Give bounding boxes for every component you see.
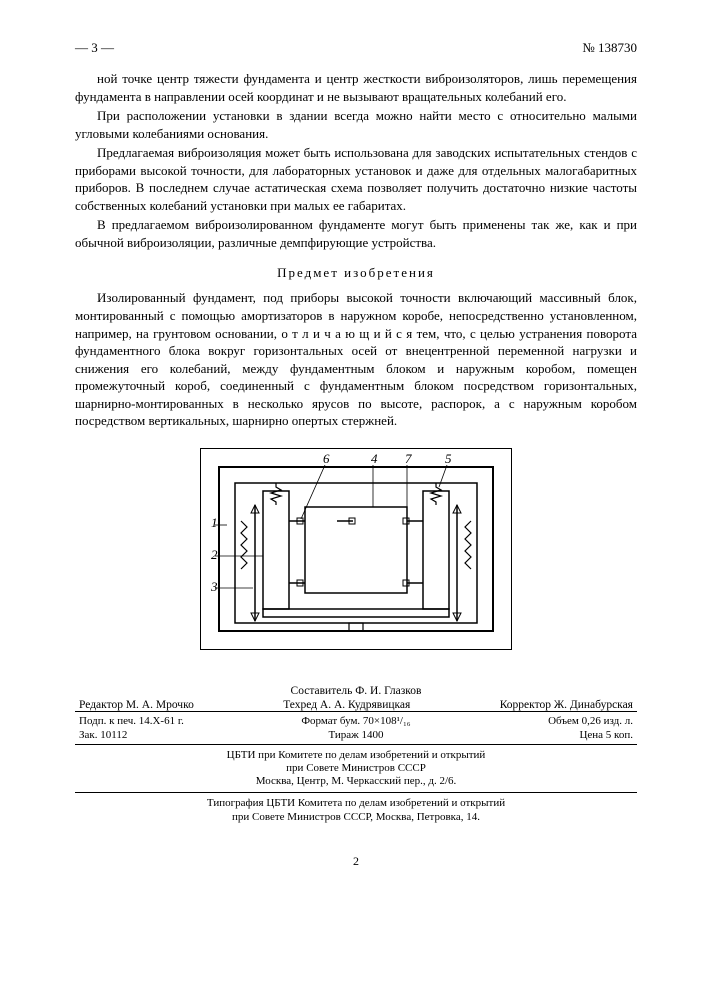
print-date: Подп. к печ. 14.X-61 г. (75, 714, 262, 728)
compiler: Составитель Ф. И. Глазков (75, 685, 637, 697)
editor: Редактор М. А. Мрочко (79, 699, 194, 711)
print-order: Зак. 10112 (75, 728, 262, 742)
svg-text:5: 5 (445, 451, 452, 466)
print-info-table: Подп. к печ. 14.X-61 г. Формат бум. 70×1… (75, 711, 637, 745)
claim-paragraph: Изолированный фундамент, под приборы выс… (75, 289, 637, 429)
print-row-2: Зак. 10112 Тираж 1400 Цена 5 коп. (75, 728, 637, 742)
credits-row: Редактор М. А. Мрочко Техред А. А. Кудря… (75, 699, 637, 711)
figure-container: 1 2 3 4 5 6 7 (75, 448, 637, 655)
footer-line-5: при Совете Министров СССР, Москва, Петро… (75, 811, 637, 824)
diagram-figure: 1 2 3 4 5 6 7 (200, 448, 512, 650)
print-tirage: Тираж 1400 (262, 728, 449, 742)
body-paragraph-1: ной точке центр тяжести фундамента и цен… (75, 70, 637, 105)
document-number: № 138730 (582, 40, 637, 56)
credits-block: Составитель Ф. И. Глазков Редактор М. А.… (75, 685, 637, 711)
svg-text:3: 3 (210, 579, 218, 594)
svg-text:6: 6 (323, 451, 330, 466)
svg-text:1: 1 (211, 515, 218, 530)
svg-text:7: 7 (405, 451, 412, 466)
svg-text:4: 4 (371, 451, 378, 466)
body-paragraph-4: В предлагаемом виброизолированном фундам… (75, 216, 637, 251)
page-header: — 3 — № 138730 (75, 40, 637, 56)
bottom-page-number: 2 (75, 854, 637, 869)
footer-line-4: Типография ЦБТИ Комитета по делам изобре… (75, 797, 637, 810)
body-paragraph-3: Предлагаемая виброизоляция может быть ис… (75, 144, 637, 214)
page-number-top: — 3 — (75, 40, 114, 56)
techred: Техред А. А. Кудрявицкая (283, 699, 410, 711)
patent-page: — 3 — № 138730 ной точке центр тяжести ф… (0, 0, 707, 1000)
print-format: Формат бум. 70×108¹/₁₆ (262, 714, 449, 728)
section-header: Предмет изобретения (75, 265, 637, 281)
body-paragraph-2: При расположении установки в здании всег… (75, 107, 637, 142)
footer-divider (75, 792, 637, 793)
footer-line-2: при Совете Министров СССР (75, 762, 637, 775)
footer-line-3: Москва, Центр, М. Черкасский пер., д. 2/… (75, 775, 637, 788)
corrector: Корректор Ж. Динабурская (500, 699, 633, 711)
print-volume: Объем 0,26 изд. л. (450, 714, 637, 728)
svg-text:2: 2 (211, 547, 218, 562)
print-row-1: Подп. к печ. 14.X-61 г. Формат бум. 70×1… (75, 714, 637, 728)
footer-printer: Типография ЦБТИ Комитета по делам изобре… (75, 797, 637, 823)
print-price: Цена 5 коп. (450, 728, 637, 742)
footer-line-1: ЦБТИ при Комитете по делам изобретений и… (75, 749, 637, 762)
footer-org: ЦБТИ при Комитете по делам изобретений и… (75, 749, 637, 789)
